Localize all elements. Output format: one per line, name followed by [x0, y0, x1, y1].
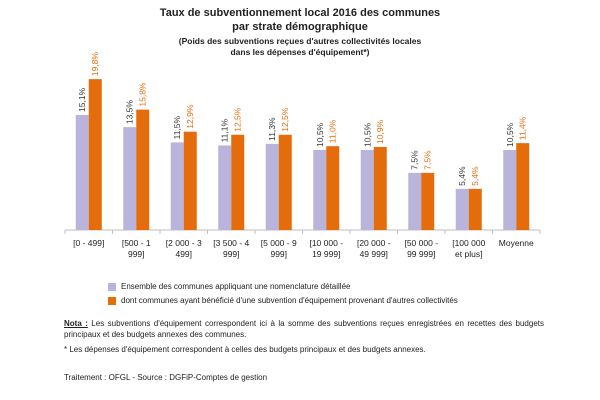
- x-tick-label: [100 000: [452, 238, 485, 248]
- nota-paragraph: Nota : Les subventions d'équipement corr…: [64, 318, 544, 340]
- nota-label: Nota :: [64, 319, 88, 328]
- x-tick-label: [0 - 499]: [73, 238, 104, 248]
- data-label-ensemble: 10,5%: [362, 122, 372, 147]
- bar-subvention: [468, 188, 482, 230]
- x-tick-label: 999]: [223, 249, 240, 259]
- bar-chart: 15,1%19,8%[0 - 499]13,5%15,8%[500 - 1999…: [64, 52, 541, 259]
- x-tick-label: 99 999]: [407, 249, 435, 259]
- bar-ensemble: [360, 150, 374, 230]
- bar-subvention: [183, 131, 197, 230]
- bar-ensemble: [408, 172, 422, 230]
- footnote: * Les dépenses d'équipement corresponden…: [64, 345, 426, 354]
- data-label-ensemble: 5,4%: [457, 166, 467, 186]
- data-label-ensemble: 7,5%: [410, 150, 420, 170]
- data-label-subvention: 12,9%: [185, 104, 195, 129]
- chart-subtitle-line2: dans les dépenses d'équipement*): [230, 47, 370, 57]
- x-tick-label: 499]: [175, 249, 192, 259]
- bar-subvention: [516, 143, 530, 230]
- data-label-ensemble: 11,3%: [267, 117, 277, 141]
- data-label-ensemble: 11,1%: [220, 119, 230, 143]
- chart-title: Taux de subventionnement local 2016 des …: [0, 6, 600, 34]
- x-tick-label: [3 500 - 4: [213, 238, 249, 248]
- bar-ensemble: [455, 188, 469, 230]
- data-label-subvention: 11,0%: [328, 119, 338, 143]
- x-tick-label: [500 - 1: [122, 238, 151, 248]
- x-tick-label: [50 000 -: [404, 238, 438, 248]
- data-label-subvention: 11,4%: [518, 116, 528, 140]
- x-tick-label: 999]: [128, 249, 145, 259]
- x-tick-label: et plus]: [455, 249, 482, 259]
- x-tick-label: [20 000 -: [357, 238, 391, 248]
- bar-subvention: [88, 79, 102, 231]
- x-tick-label: [2 000 - 3: [166, 238, 202, 248]
- x-tick-label: [10 000 -: [309, 238, 343, 248]
- data-label-ensemble: 13,5%: [125, 100, 135, 125]
- data-label-subvention: 5,4%: [470, 166, 480, 186]
- bar-ensemble: [75, 114, 89, 230]
- data-label-subvention: 12,5%: [280, 107, 290, 132]
- bar-subvention: [136, 109, 150, 230]
- data-label-subvention: 15,8%: [138, 82, 148, 107]
- bar-ensemble: [503, 150, 517, 230]
- chart-title-line1: Taux de subventionnement local 2016 des …: [159, 7, 441, 19]
- bar-subvention: [231, 134, 245, 230]
- data-label-ensemble: 10,5%: [315, 122, 325, 147]
- chart-title-line2: par strate démographique: [232, 21, 368, 33]
- bar-subvention: [373, 146, 387, 230]
- legend-swatch-subvention: [108, 297, 116, 305]
- bar-ensemble: [170, 142, 184, 230]
- legend-label-subvention: dont communes ayant bénéficié d'une subv…: [121, 296, 458, 305]
- bar-subvention: [278, 134, 292, 230]
- x-tick-label: 999]: [270, 249, 287, 259]
- legend-label-ensemble: Ensemble des communes appliquant une nom…: [121, 282, 351, 291]
- data-label-subvention: 19,8%: [90, 52, 100, 77]
- bar-subvention: [421, 172, 435, 230]
- data-label-ensemble: 15,1%: [77, 87, 87, 112]
- source-line: Traitement : OFGL - Source : DGFiP-Compt…: [64, 373, 268, 382]
- chart-subtitle-line1: (Poids des subventions reçues d'autres c…: [178, 36, 422, 46]
- x-tick-label: 49 999]: [360, 249, 388, 259]
- data-label-subvention: 10,9%: [375, 119, 385, 144]
- legend-swatch-ensemble: [108, 283, 116, 291]
- legend-item-ensemble: Ensemble des communes appliquant une nom…: [108, 282, 350, 292]
- data-label-subvention: 12,5%: [233, 107, 243, 132]
- bar-ensemble: [123, 127, 137, 230]
- bar-subvention: [326, 146, 340, 230]
- x-tick-label: Moyenne: [499, 238, 534, 248]
- data-label-subvention: 7,5%: [423, 150, 433, 170]
- bar-ensemble: [265, 143, 279, 230]
- chart-subtitle: (Poids des subventions reçues d'autres c…: [0, 36, 600, 58]
- x-tick-label: [5 000 - 9: [261, 238, 297, 248]
- bar-ensemble: [313, 150, 327, 230]
- nota-text: Les subventions d'équipement corresponde…: [64, 319, 544, 339]
- data-label-ensemble: 10,5%: [505, 122, 515, 147]
- bar-ensemble: [218, 145, 232, 230]
- legend-item-subvention: dont communes ayant bénéficié d'une subv…: [108, 296, 458, 306]
- x-tick-label: 19 999]: [312, 249, 340, 259]
- data-label-ensemble: 11,5%: [172, 115, 182, 139]
